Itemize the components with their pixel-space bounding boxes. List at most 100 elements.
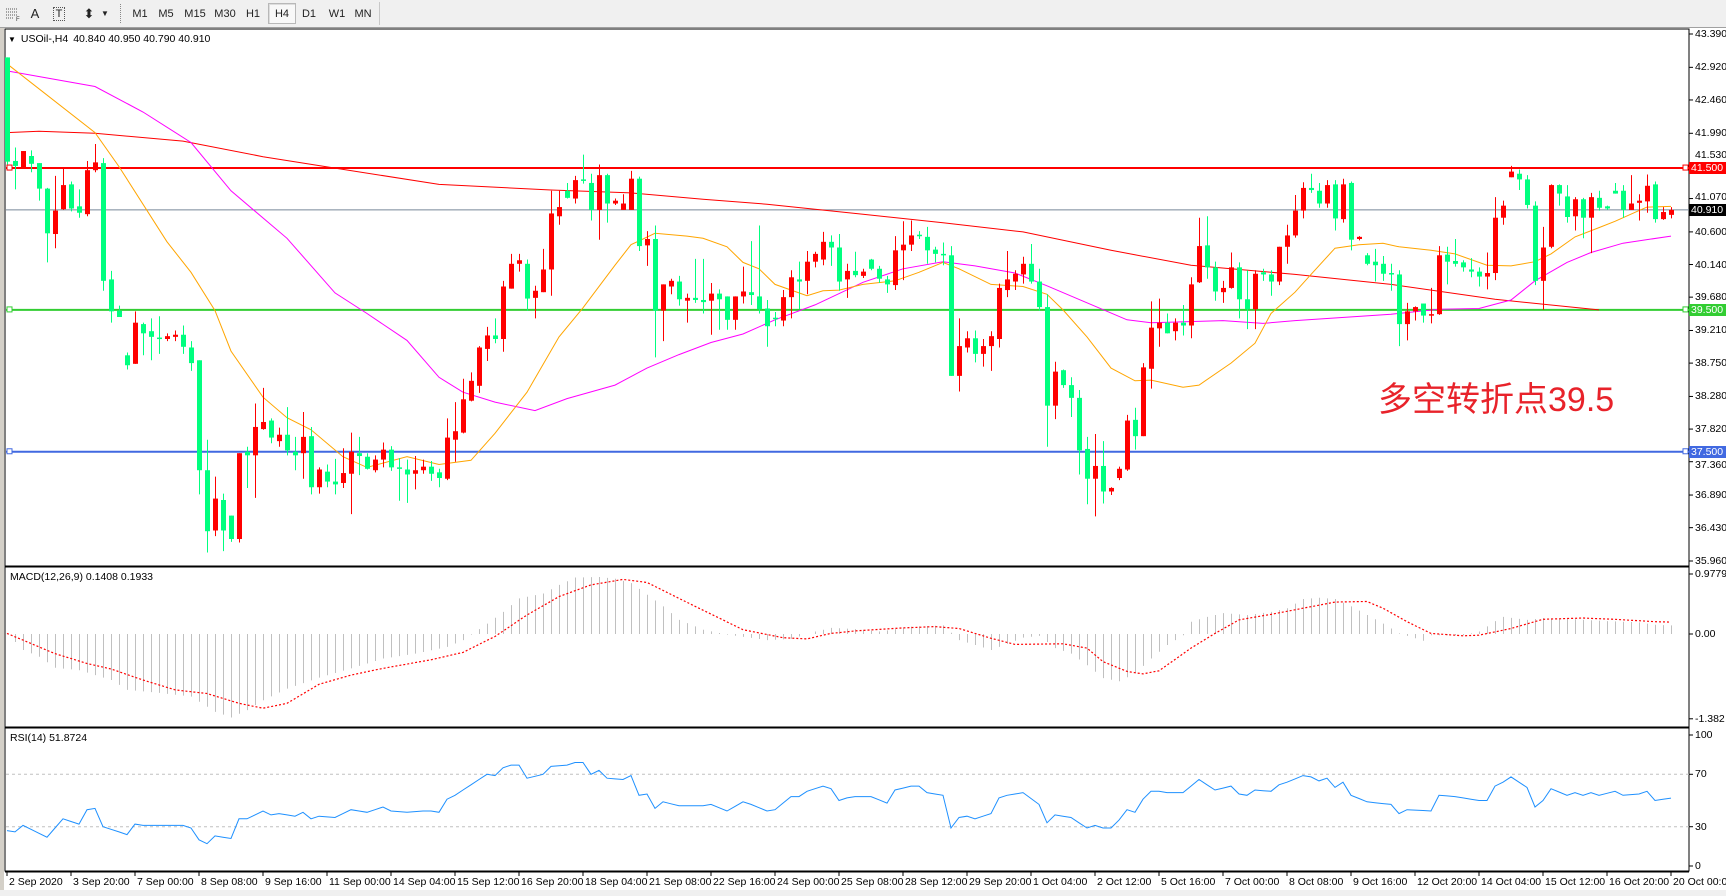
rsi-axis-label: 70: [1695, 768, 1707, 781]
current-price-tag: 40.910: [1689, 203, 1726, 216]
macd-panel: [4, 566, 1690, 728]
candle-bearish: [925, 226, 930, 264]
candle-body: [973, 338, 978, 354]
price-axis-label: 37.820: [1695, 423, 1726, 436]
candle-bullish: [805, 251, 810, 295]
candle-body: [213, 498, 218, 531]
text-label-tool-icon[interactable]: T: [50, 3, 68, 24]
chevron-down-icon[interactable]: ▼: [101, 9, 109, 18]
price-axis-label: 36.890: [1695, 489, 1726, 502]
grid-period-icon[interactable]: F: [2, 3, 24, 24]
candle-bearish: [13, 147, 18, 190]
candle-bullish: [133, 311, 138, 364]
candle-body: [573, 180, 578, 199]
candle-body: [469, 380, 474, 401]
time-axis-label: 1 Oct 04:00: [1033, 876, 1088, 888]
candle-bearish: [1349, 181, 1354, 251]
candle-body: [1573, 199, 1578, 217]
candle-body: [109, 279, 114, 312]
candle-bearish: [1069, 377, 1074, 418]
text-tool-icon[interactable]: A: [30, 6, 40, 21]
candle-body: [245, 451, 250, 456]
candle-body: [565, 190, 570, 198]
candle-body: [397, 467, 402, 469]
tab-timeframe-m15[interactable]: M15: [184, 7, 206, 20]
candle-body: [1253, 273, 1258, 310]
candle-bearish: [269, 418, 274, 444]
candle-bullish: [957, 318, 962, 392]
candle-body: [581, 179, 586, 181]
candle-bearish: [181, 325, 186, 354]
candle-body: [261, 421, 266, 430]
candle-bullish: [893, 236, 898, 291]
price-axis-label: 42.920: [1695, 61, 1726, 74]
candle-body: [1397, 274, 1402, 325]
candle-body: [1365, 255, 1370, 264]
candle-bullish: [981, 338, 986, 367]
candle-bullish: [669, 278, 674, 295]
candle-bearish: [1533, 201, 1538, 286]
candle-bearish: [397, 458, 402, 501]
tab-timeframe-m5[interactable]: M5: [158, 7, 174, 20]
tab-timeframe-w1[interactable]: W1: [328, 7, 346, 20]
candle-bullish: [61, 168, 66, 210]
candle-bullish: [821, 231, 826, 266]
candle-body: [725, 296, 730, 320]
candle-body: [285, 434, 290, 451]
collapse-triangle-icon[interactable]: ▼: [8, 34, 16, 44]
candle-bearish: [1205, 216, 1210, 279]
candle-body: [781, 297, 786, 321]
candle-bearish: [757, 225, 762, 314]
candle-body: [1637, 200, 1642, 203]
candle-body: [1589, 197, 1594, 218]
candle-body: [101, 163, 106, 281]
candle-bullish: [813, 251, 818, 268]
tab-timeframe-h1[interactable]: H1: [245, 7, 261, 20]
candle-body: [1605, 206, 1610, 209]
rsi-axis-label: 100: [1695, 729, 1713, 741]
candle-bearish: [525, 259, 530, 311]
candle-bullish: [1021, 256, 1026, 284]
candle-bullish: [261, 387, 266, 430]
candle-body: [509, 263, 514, 289]
tab-timeframe-h4[interactable]: H4: [268, 3, 296, 24]
macd-axis-label: 0.00: [1695, 628, 1716, 640]
candle-body: [37, 163, 42, 189]
candle-bearish: [1309, 173, 1314, 193]
candle-bearish: [853, 251, 858, 278]
candle-bullish: [21, 151, 26, 168]
candle-bullish: [317, 467, 322, 494]
candle-bearish: [1037, 268, 1042, 311]
time-axis-label: 29 Sep 20:00: [969, 876, 1032, 888]
candle-bullish: [341, 448, 346, 488]
candle-bearish: [5, 57, 10, 165]
candle-body: [1429, 314, 1434, 316]
candle-bearish: [205, 439, 210, 553]
price-axis-label: 41.070: [1695, 190, 1726, 203]
candle-bearish: [1245, 270, 1250, 330]
candle-body: [1245, 299, 1250, 310]
candle-bullish: [509, 253, 514, 289]
candle-body: [1621, 190, 1626, 210]
candle-bullish: [253, 403, 258, 498]
tab-timeframe-d1[interactable]: D1: [301, 7, 317, 20]
candle-body: [1165, 322, 1170, 334]
candle-bullish: [1541, 226, 1546, 310]
candle-bullish: [1629, 175, 1634, 210]
candle-bullish: [1141, 363, 1146, 437]
candle-bullish: [501, 280, 506, 352]
candle-body: [1085, 448, 1090, 479]
toolbar-separator: [120, 4, 123, 23]
candle-bearish: [829, 235, 834, 266]
tab-timeframe-m1[interactable]: M1: [132, 7, 148, 20]
candle-body: [1437, 255, 1442, 315]
arrows-tool-icon[interactable]: ⬍: [83, 5, 95, 21]
time-axis-label: 21 Sep 08:00: [649, 876, 712, 888]
candle-bearish: [1181, 304, 1186, 336]
candle-body: [821, 241, 826, 260]
candle-body: [1469, 269, 1474, 272]
candle-bearish: [1029, 243, 1034, 284]
tab-timeframe-mn[interactable]: MN: [354, 7, 372, 20]
tab-timeframe-m30[interactable]: M30: [214, 7, 236, 20]
